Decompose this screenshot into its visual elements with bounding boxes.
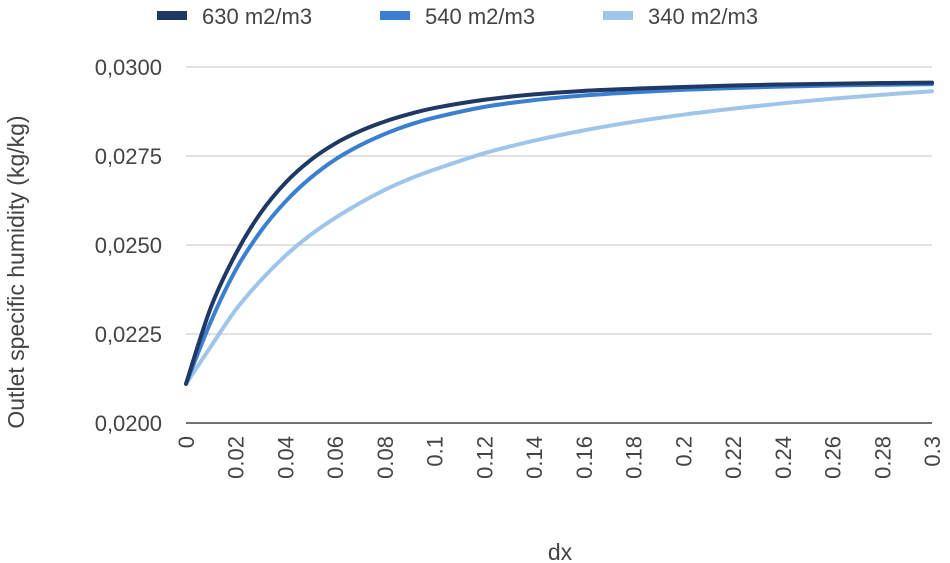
x-tick-label: 0.08 — [373, 436, 398, 479]
gridlines — [186, 66, 932, 424]
legend-item: 630 m2/m3 — [157, 4, 312, 29]
legend-label: 630 m2/m3 — [202, 4, 312, 29]
y-axis-ticks: 0,0200 0,0225 0,0250 0,0275 0,0300 — [95, 55, 162, 436]
x-tick-label: 0.16 — [572, 436, 597, 479]
series-lines — [184, 80, 934, 386]
x-tick-label: 0.12 — [472, 436, 497, 479]
x-tick-label: 0.04 — [273, 436, 298, 479]
x-tick-label: 0.24 — [771, 436, 796, 479]
legend-label: 540 m2/m3 — [425, 4, 535, 29]
x-tick-label: 0.1 — [423, 436, 448, 467]
x-tick-label: 0.2 — [671, 436, 696, 467]
x-tick-label: 0.06 — [323, 436, 348, 479]
legend-item: 340 m2/m3 — [603, 4, 758, 29]
x-tick-label: 0.26 — [821, 436, 846, 479]
x-tick-label: 0.3 — [920, 436, 945, 467]
series-line — [184, 82, 934, 386]
legend-swatch — [157, 11, 187, 20]
legend-swatch — [603, 11, 633, 20]
legend-label: 340 m2/m3 — [648, 4, 758, 29]
x-tick-label: 0.22 — [721, 436, 746, 479]
legend-item: 540 m2/m3 — [380, 4, 535, 29]
series-line — [184, 89, 934, 386]
y-tick-label: 0,0250 — [95, 233, 162, 258]
y-axis-title: Outlet specific humidity (kg/kg) — [3, 115, 29, 428]
x-axis-ticks: 0 0.02 0.04 0.06 0.08 0.1 0.12 0.14 0.16 0.18 0.2 0… — [174, 436, 945, 479]
x-tick-label: 0.14 — [522, 436, 547, 479]
y-tick-label: 0,0300 — [95, 55, 162, 80]
x-axis-title: dx — [548, 539, 573, 563]
y-tick-label: 0,0275 — [95, 144, 162, 169]
y-tick-label: 0,0200 — [95, 411, 162, 436]
x-tick-label: 0.02 — [224, 436, 249, 479]
x-tick-label: 0.28 — [870, 436, 895, 479]
x-tick-label: 0 — [174, 436, 199, 448]
series-line — [184, 80, 934, 386]
legend-swatch — [380, 11, 410, 20]
x-tick-label: 0.18 — [622, 436, 647, 479]
legend: 630 m2/m3 540 m2/m3 340 m2/m3 — [157, 4, 758, 29]
y-tick-label: 0,0225 — [95, 322, 162, 347]
